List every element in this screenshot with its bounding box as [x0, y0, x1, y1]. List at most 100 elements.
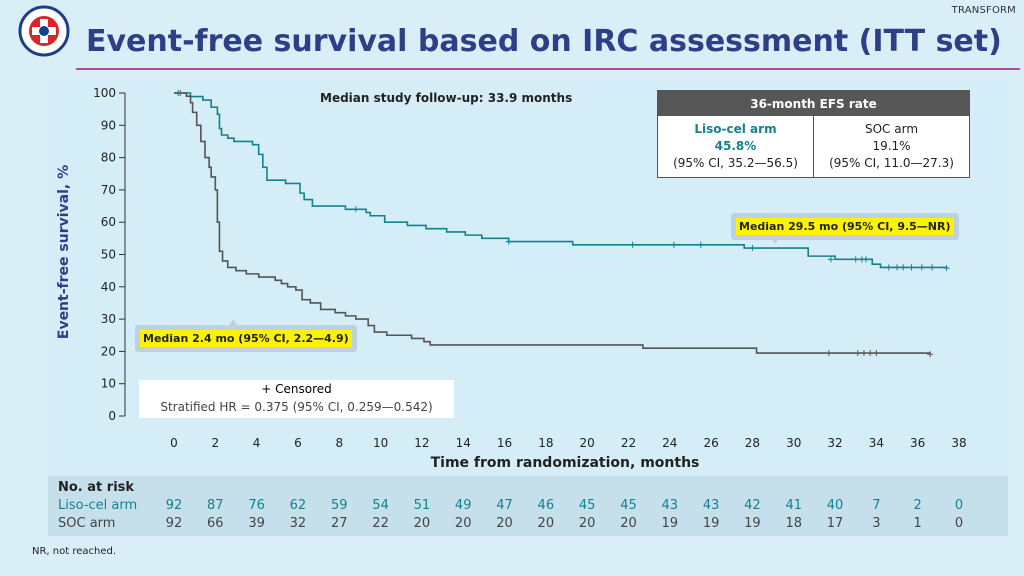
- x-tick-label: 6: [294, 436, 302, 450]
- y-tick-label: 20: [101, 344, 116, 358]
- brand-label: TRANSFORM: [951, 5, 1016, 16]
- liso-cel-censor-mark: [900, 264, 907, 271]
- x-axis-label: Time from randomization, months: [430, 455, 700, 471]
- liso-cel-censor-mark: [697, 241, 704, 248]
- risk-cell: 3: [872, 516, 881, 531]
- liso-cel-censor-mark: [827, 256, 834, 263]
- risk-cell: 40: [826, 498, 844, 513]
- footnote: NR, not reached.: [32, 546, 117, 557]
- risk-cell: 54: [372, 498, 389, 513]
- risk-cell: 45: [578, 498, 596, 513]
- efs-soc-arm: SOC arm: [864, 122, 919, 136]
- risk-cell: 92: [165, 516, 183, 531]
- efs-soc-ci: (95% CI, 11.0—27.3): [829, 156, 954, 170]
- y-tick-label: 0: [108, 409, 116, 423]
- risk-cell: 19: [744, 516, 761, 531]
- risk-table-panel: [48, 476, 1008, 536]
- risk-cell: 2: [913, 498, 922, 513]
- liso-cel-censor-mark: [894, 264, 901, 271]
- liso-cel-censor-mark: [943, 265, 950, 272]
- risk-cell: 59: [330, 498, 348, 513]
- efs-liso-rate: 45.8%: [714, 139, 757, 153]
- risk-cell: 62: [289, 498, 307, 513]
- risk-cell: 7: [872, 498, 881, 513]
- page-title: Event-free survival based on IRC assessm…: [86, 24, 1002, 59]
- efs-table-header: 36-month EFS rate: [658, 91, 969, 116]
- x-tick-label: 30: [786, 436, 801, 450]
- liso-cel-censor-mark: [352, 206, 359, 213]
- risk-cell: 46: [537, 498, 555, 513]
- soc-censor-mark: [873, 350, 880, 357]
- risk-cell: 17: [826, 516, 844, 531]
- risk-cell: 20: [454, 516, 472, 531]
- y-tick-label: 80: [101, 151, 116, 165]
- title-divider: [76, 68, 1020, 70]
- risk-cell: 1: [913, 516, 922, 531]
- risk-cell: 27: [330, 516, 348, 531]
- risk-cell: 0: [954, 516, 964, 531]
- efs-soc-cell: SOC arm 19.1% (95% CI, 11.0—27.3): [813, 116, 969, 177]
- x-tick-label: 34: [869, 436, 884, 450]
- efs-liso-cell: Liso-cel arm 45.8% (95% CI, 35.2—56.5): [658, 116, 813, 177]
- risk-cell: 41: [785, 498, 802, 513]
- y-tick-label: 100: [93, 86, 116, 100]
- y-tick-label: 30: [101, 312, 116, 326]
- x-tick-label: 10: [373, 436, 388, 450]
- risk-cell: 47: [496, 498, 513, 513]
- liso-cel-censor-mark: [863, 256, 870, 263]
- risk-cell: 19: [661, 516, 679, 531]
- efs-liso-arm: Liso-cel arm: [694, 122, 777, 136]
- risk-cell: 20: [537, 516, 555, 531]
- soc-censor-mark: [854, 350, 861, 357]
- risk-cell: 76: [248, 498, 265, 513]
- risk-cell: 43: [661, 498, 679, 513]
- liso-cel-censor-mark: [505, 238, 512, 245]
- x-tick-label: 16: [497, 436, 512, 450]
- x-tick-label: 2: [211, 436, 219, 450]
- risk-cell: 92: [165, 498, 183, 513]
- y-tick-label: 40: [101, 280, 116, 294]
- liso-cel-censor-mark: [929, 264, 936, 271]
- x-tick-label: 0: [170, 436, 178, 450]
- liso-cel-censor-mark: [749, 245, 756, 252]
- x-tick-label: 18: [538, 436, 553, 450]
- x-tick-label: 32: [827, 436, 842, 450]
- x-tick-label: 28: [745, 436, 760, 450]
- x-tick-label: 24: [662, 436, 677, 450]
- soc-median-callout: Median 2.4 mo (95% CI, 2.2—4.9): [135, 325, 357, 352]
- x-tick-label: 4: [253, 436, 261, 450]
- efs-soc-rate: 19.1%: [872, 139, 911, 153]
- liso-median-callout: Median 29.5 mo (95% CI, 9.5—NR): [731, 213, 959, 240]
- risk-row-label-soc: SOC arm: [58, 516, 116, 531]
- followup-note: Median study follow-up: 33.9 months: [320, 91, 573, 105]
- y-tick-label: 70: [101, 183, 116, 197]
- soc-censor-mark: [177, 90, 184, 96]
- y-tick-label: 50: [101, 248, 116, 262]
- risk-cell: 20: [620, 516, 637, 531]
- liso-cel-censor-mark: [918, 264, 925, 271]
- soc-censor-mark: [825, 350, 832, 357]
- x-tick-label: 14: [456, 436, 471, 450]
- risk-cell: 42: [744, 498, 761, 513]
- risk-cell: 43: [702, 498, 720, 513]
- risk-cell: 20: [578, 516, 596, 531]
- risk-table-header: No. at risk: [58, 480, 135, 495]
- soc-censor-mark: [867, 350, 874, 357]
- x-tick-label: 12: [414, 436, 429, 450]
- liso-cel-censor-mark: [908, 264, 915, 271]
- censored-legend: + Censored: [261, 382, 332, 396]
- hazard-ratio: Stratified HR = 0.375 (95% CI, 0.259—0.5…: [160, 400, 433, 414]
- risk-cell: 32: [289, 516, 307, 531]
- liso-cel-censor-mark: [629, 241, 636, 248]
- x-tick-label: 36: [910, 436, 925, 450]
- liso-cel-censor-mark: [852, 256, 859, 263]
- y-tick-label: 60: [101, 215, 116, 229]
- legend-box: + Censored Stratified HR = 0.375 (95% CI…: [139, 380, 454, 418]
- x-tick-label: 8: [335, 436, 343, 450]
- efs-rate-table: 36-month EFS rate Liso-cel arm 45.8% (95…: [657, 90, 970, 178]
- efs-liso-ci: (95% CI, 35.2—56.5): [673, 156, 798, 170]
- x-tick-label: 26: [703, 436, 718, 450]
- risk-cell: 19: [702, 516, 720, 531]
- risk-cell: 45: [620, 498, 637, 513]
- risk-cell: 20: [496, 516, 513, 531]
